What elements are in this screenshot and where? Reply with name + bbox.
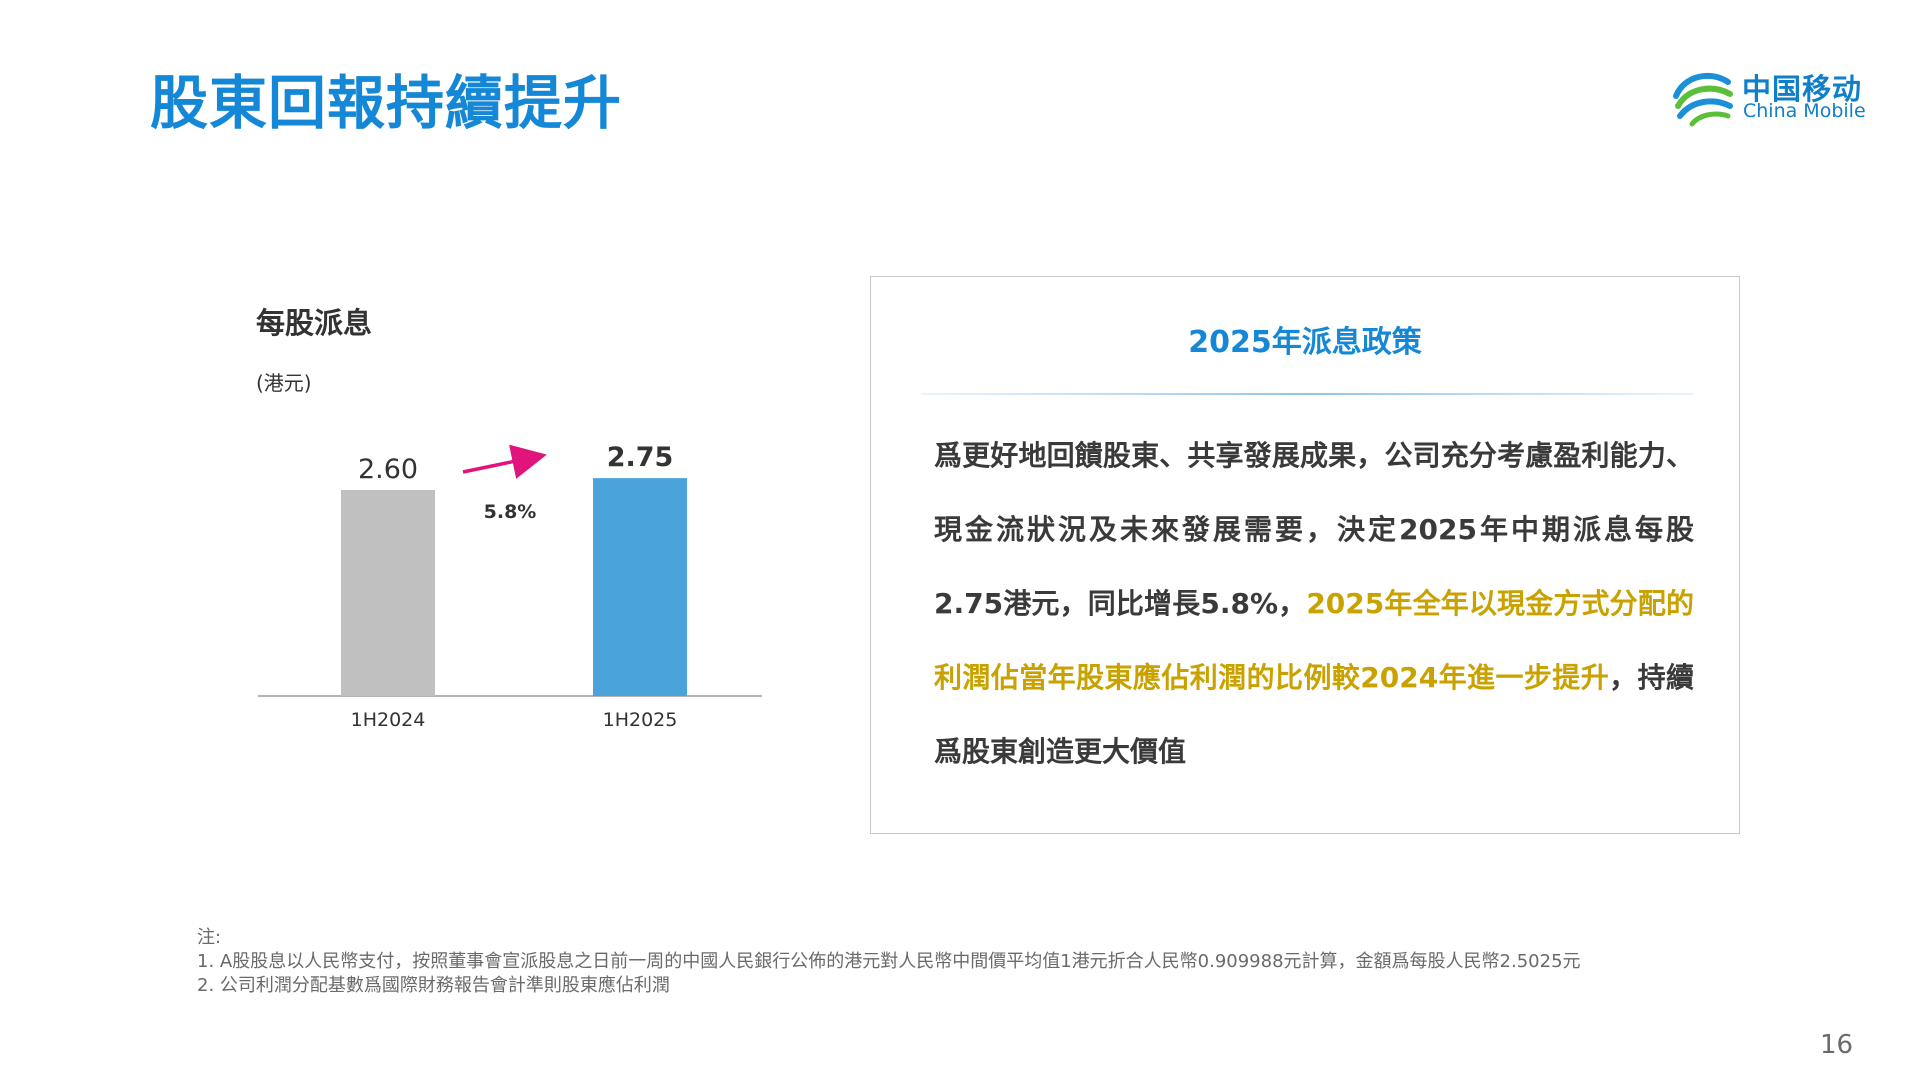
page-title: 股東回報持續提升	[150, 69, 623, 137]
bar-value-label: 2.60	[358, 454, 418, 485]
policy-text-highlight: 2025年全年以現金方式分配的利潤佔當年股東應佔利潤的比例較2024年進一步提升	[934, 587, 1694, 694]
footnote-item: 1. A股股息以人民幣支付，按照董事會宣派股息之日前一周的中國人民銀行公佈的港元…	[197, 951, 1581, 972]
page-number: 16	[1820, 1030, 1854, 1060]
logo-text-cn: 中国移动	[1742, 72, 1863, 106]
policy-divider	[921, 393, 1694, 395]
logo-text-en: China Mobile	[1743, 100, 1866, 122]
growth-arrow-icon	[462, 444, 547, 479]
x-tick-label: 1H2025	[603, 709, 678, 731]
policy-text-normal: 爲更好地回饋股東、共享發展成果，公司充分考慮盈利能力、現金流狀況及未來發展需要，…	[934, 439, 1694, 620]
bar-value-label: 2.75	[607, 442, 674, 473]
dividend-chart: 5.8% 2.60 1H2024 2.75 1H2025	[258, 442, 762, 731]
bar-1H2024	[341, 490, 435, 696]
china-mobile-logo-icon	[1673, 72, 1733, 127]
policy-text: 爲更好地回饋股東、共享發展成果，公司充分考慮盈利能力、現金流狀況及未來發展需要，…	[934, 419, 1694, 789]
chart-title: 每股派息	[256, 306, 373, 340]
policy-text-end: ，持續爲股東創造更大價值	[934, 661, 1694, 768]
bar-1H2025	[593, 478, 687, 696]
footnotes: 注: 1. A股股息以人民幣支付，按照董事會宣派股息之日前一周的中國人民銀行公佈…	[197, 926, 1581, 998]
footnote-item: 2. 公司利潤分配基數爲國際財務報告會計準則股東應佔利潤	[197, 975, 670, 996]
chart-unit: (港元)	[256, 371, 312, 395]
policy-title: 2025年派息政策	[1188, 325, 1422, 360]
dividend-policy-box: 2025年派息政策 爲更好地回饋股東、共享發展成果，公司充分考慮盈利能力、現金流…	[870, 276, 1740, 834]
china-mobile-logo: 中国移动 China Mobile	[1670, 62, 1870, 132]
x-tick-label: 1H2024	[351, 709, 426, 731]
growth-label: 5.8%	[484, 501, 537, 523]
footnotes-heading: 注:	[197, 927, 222, 948]
